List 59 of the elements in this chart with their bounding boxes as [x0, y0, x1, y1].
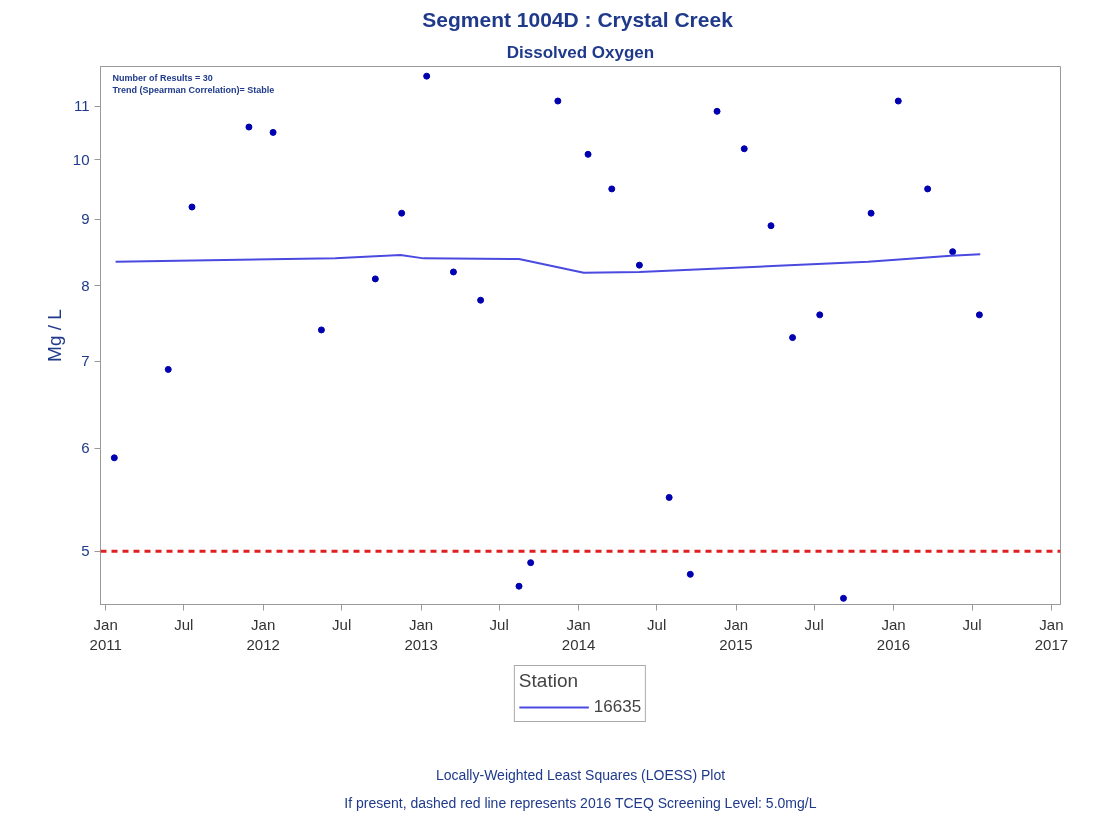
- point: [839, 594, 847, 602]
- point: [164, 365, 172, 373]
- annotation: Trend (Spearman Correlation)= Stable: [112, 84, 275, 95]
- text: Locally-Weighted Least Squares (LOESS) Plot: [435, 766, 726, 783]
- x-tick-label: Jul: [647, 615, 667, 633]
- chart-subtitle: Dissolved Oxygen: [506, 42, 655, 62]
- point: [816, 311, 824, 319]
- point: [269, 128, 277, 136]
- x-tick-label: Jan 2013: [404, 615, 438, 653]
- y-tick-label: 11: [73, 97, 90, 115]
- point: [949, 248, 957, 256]
- point: [635, 261, 643, 269]
- point: [975, 311, 983, 319]
- annotation: Number of Results = 30: [112, 72, 213, 83]
- x-tick-label: Jan 2014: [561, 615, 596, 653]
- x-tick-label: Jul: [332, 615, 352, 633]
- x-tick-label: Jul: [489, 615, 509, 633]
- point: [110, 454, 118, 462]
- point: [713, 107, 721, 115]
- y-tick-label: 7: [81, 352, 90, 370]
- point: [867, 209, 875, 217]
- point: [371, 275, 379, 283]
- point: [584, 150, 592, 158]
- x-tick-label: Jan 2016: [876, 615, 911, 653]
- point: [665, 493, 673, 501]
- chart-title: Segment 1004D : Crystal Creek: [422, 7, 734, 31]
- point: [767, 222, 775, 230]
- y-axis-title: Mg / L: [43, 309, 65, 362]
- point: [398, 209, 406, 217]
- x-tick-label: Jan 2011: [89, 615, 122, 653]
- x-tick-label: Jan 2015: [719, 615, 753, 653]
- x-tick-label: Jan 2012: [246, 615, 280, 653]
- point: [608, 185, 616, 193]
- x-tick-label: Jul: [962, 615, 982, 633]
- y-tick-label: 10: [72, 150, 90, 168]
- point: [894, 97, 902, 105]
- x-tick-label: Jul: [804, 615, 824, 633]
- y-tick-label: 8: [81, 276, 90, 294]
- point: [245, 123, 253, 131]
- point: [449, 268, 457, 276]
- y-tick-label: 9: [81, 210, 90, 228]
- point: [924, 185, 932, 193]
- legend-title: Station: [518, 670, 579, 692]
- x-tick-label: Jan 2017: [1034, 615, 1069, 653]
- x-tick-label: Jul: [174, 615, 194, 633]
- point: [188, 203, 196, 211]
- point: [317, 326, 325, 334]
- point: [686, 570, 694, 578]
- point: [554, 97, 562, 105]
- y-tick-label: 5: [81, 542, 90, 560]
- text: If present, dashed red line represents 2016 TCEQ Screening Level: 5.0mg/L: [344, 794, 817, 811]
- point: [789, 334, 797, 342]
- point: [740, 145, 748, 153]
- point: [423, 72, 431, 80]
- point: [527, 559, 535, 567]
- point: [477, 296, 485, 304]
- legend-label: 16635: [593, 697, 642, 717]
- y-tick-label: 6: [81, 439, 90, 457]
- point: [515, 582, 523, 590]
